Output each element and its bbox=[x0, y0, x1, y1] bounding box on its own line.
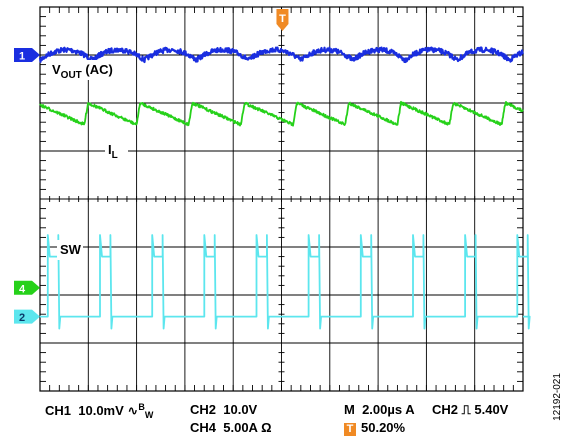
figure-id: 12192-021 bbox=[552, 373, 563, 421]
channel-marker-2: 2 bbox=[14, 309, 40, 324]
channel-marker-label: 4 bbox=[19, 283, 26, 295]
trace-label-1: VOUT (AC) bbox=[49, 60, 126, 81]
channel-marker-shape bbox=[14, 280, 40, 295]
channel-marker-shape bbox=[14, 309, 40, 324]
trace-label-sub: OUT bbox=[61, 70, 82, 81]
trace-label-2: IL bbox=[105, 140, 128, 161]
trace-label-text: IL bbox=[108, 142, 118, 161]
trace-label-main: I bbox=[108, 142, 112, 157]
channel-marker-label: 1 bbox=[19, 51, 25, 63]
channel-marker-label: 2 bbox=[19, 312, 25, 324]
trace-sw bbox=[40, 234, 531, 330]
trigger-marker-label: T bbox=[279, 13, 286, 25]
trace-vout-ac bbox=[38, 46, 525, 64]
trace-il bbox=[39, 100, 524, 127]
trace-label-main: SW bbox=[60, 242, 82, 257]
channel-marker-shape bbox=[14, 48, 40, 62]
trace-label-bg bbox=[49, 60, 126, 80]
trace-label-sub: L bbox=[112, 150, 118, 161]
trace-label-bg bbox=[57, 240, 83, 260]
trace-label-suffix: (AC) bbox=[82, 62, 113, 77]
channel-marker-4: 4 bbox=[14, 280, 40, 295]
channel-marker-1: 1 bbox=[14, 48, 40, 63]
trace-label-3: SW bbox=[57, 240, 83, 260]
trace-label-text: SW bbox=[60, 242, 82, 257]
figure-id-container: 12192-021 bbox=[552, 373, 563, 421]
trigger-marker-shape bbox=[276, 9, 289, 31]
trace-label-text: VOUT (AC) bbox=[52, 62, 113, 81]
trace-label-bg bbox=[105, 140, 128, 160]
trigger-position-marker: T bbox=[276, 9, 289, 31]
trace-label-main: V bbox=[52, 62, 61, 77]
